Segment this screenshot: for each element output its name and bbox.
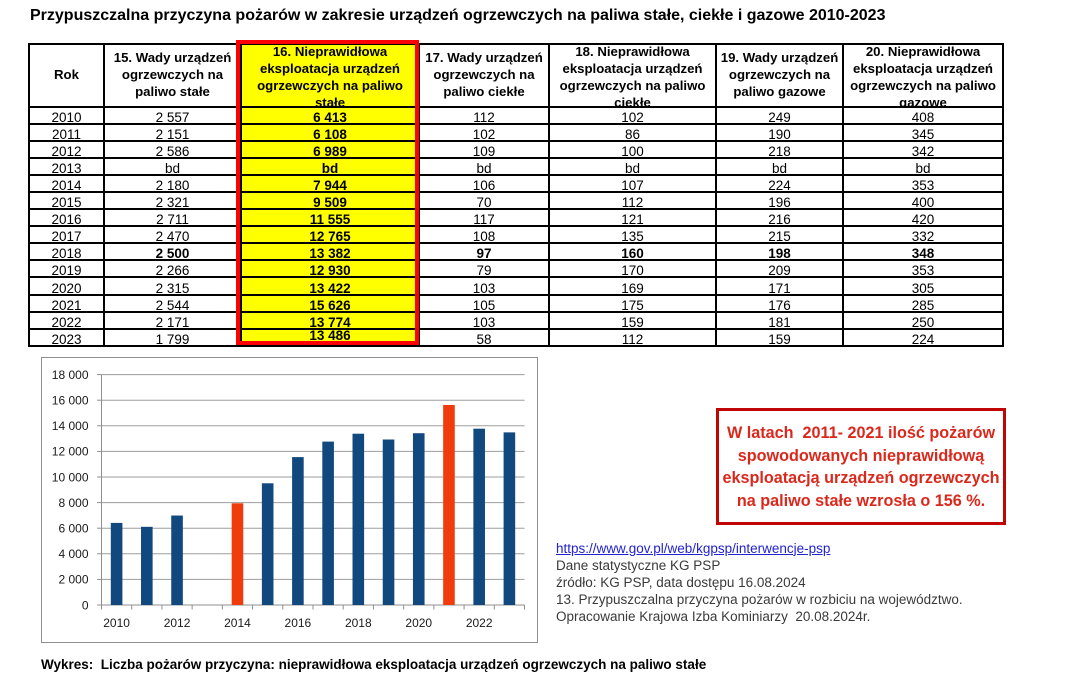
svg-text:2020: 2020 <box>405 616 432 630</box>
svg-text:0: 0 <box>82 598 89 612</box>
svg-text:2012: 2012 <box>164 616 191 630</box>
svg-text:16 000: 16 000 <box>52 394 89 408</box>
svg-text:12 000: 12 000 <box>52 445 89 459</box>
svg-text:2 000: 2 000 <box>58 573 88 587</box>
svg-text:2018: 2018 <box>345 616 372 630</box>
svg-text:10 000: 10 000 <box>52 470 89 484</box>
svg-text:2022: 2022 <box>466 616 493 630</box>
svg-text:6 000: 6 000 <box>58 522 88 536</box>
svg-text:2010: 2010 <box>103 616 130 630</box>
svg-text:18 000: 18 000 <box>52 368 89 382</box>
svg-text:2016: 2016 <box>285 616 312 630</box>
svg-text:4 000: 4 000 <box>58 547 88 561</box>
svg-text:14 000: 14 000 <box>52 419 89 433</box>
svg-text:2014: 2014 <box>224 616 251 630</box>
svg-text:8 000: 8 000 <box>58 496 88 510</box>
